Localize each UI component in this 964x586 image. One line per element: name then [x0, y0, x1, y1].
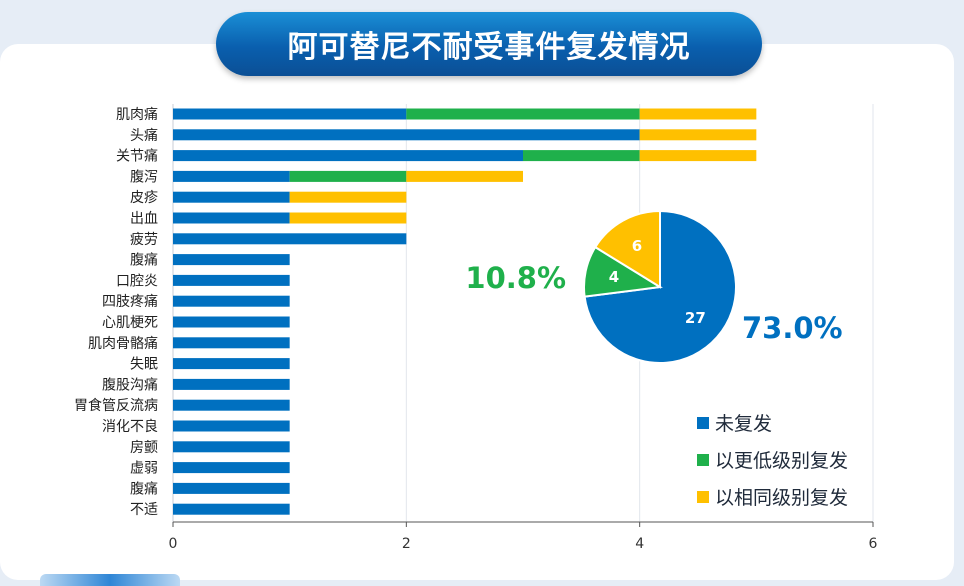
pie-slice-2	[593, 209, 661, 289]
category-label: 皮疹	[130, 190, 158, 206]
pie-percent-label-0: 73.0%	[742, 311, 843, 345]
category-label: 腹股沟痛	[102, 376, 158, 393]
legend-swatch-same-dose	[697, 490, 709, 503]
bar-segment-0	[173, 191, 290, 203]
bar-segment-0	[173, 441, 290, 453]
bar-segment-2	[639, 150, 757, 162]
category-label: 腹泻	[130, 168, 158, 185]
bar-segment-1	[406, 108, 640, 120]
category-label: 失眠	[130, 357, 158, 373]
pie-percent-label-1: 10.8%	[465, 261, 566, 295]
bar-segment-2	[289, 212, 407, 224]
bar-segment-0	[173, 482, 290, 494]
category-label: 头痛	[130, 127, 158, 144]
bar-segment-1	[523, 150, 640, 162]
bar-segment-0	[173, 316, 290, 328]
legend-swatch-no-recur	[697, 416, 709, 429]
legend-item-lower-dose: 以更低级别复发	[697, 441, 848, 478]
category-label: 胃食管反流病	[74, 397, 158, 414]
legend: 未复发 以更低级别复发 以相同级别复发	[697, 404, 848, 515]
category-label: 消化不良	[102, 419, 158, 435]
category-label: 心肌梗死	[102, 315, 158, 331]
bar-segment-2	[289, 191, 407, 203]
bar-segment-0	[173, 129, 640, 141]
category-label: 肌肉痛	[116, 106, 158, 123]
legend-label-lower-dose: 以更低级别复发	[715, 450, 849, 472]
bar-segment-0	[173, 170, 290, 182]
bar-segment-0	[173, 295, 290, 307]
bar-segment-0	[173, 212, 290, 224]
pie-slice-label-1: 4	[609, 268, 619, 286]
chart-title: 阿可替尼不耐受事件复发情况	[216, 12, 762, 76]
x-tick-label-2: 2	[402, 536, 411, 552]
bar-segment-0	[173, 254, 290, 266]
bar-segment-0	[173, 150, 523, 162]
bar-segment-0	[173, 274, 290, 286]
category-label: 疲劳	[130, 231, 158, 248]
bar-segment-0	[173, 462, 290, 474]
x-tick-label-4: 4	[635, 536, 644, 552]
x-tick-label-0: 0	[169, 536, 178, 552]
bar-segment-0	[173, 378, 290, 390]
legend-swatch-lower-dose	[697, 453, 709, 466]
category-label: 腹痛	[130, 480, 158, 497]
bar-segment-0	[173, 358, 290, 370]
bar-segment-2	[406, 170, 523, 182]
category-label: 腹痛	[130, 252, 158, 269]
bar-segment-0	[173, 108, 407, 120]
legend-label-same-dose: 以相同级别复发	[715, 487, 849, 509]
category-label: 虚弱	[130, 461, 158, 477]
category-label: 出血	[130, 211, 158, 227]
legend-label-no-recur: 未复发	[715, 413, 773, 435]
category-label: 肌肉骨骼痛	[88, 335, 158, 352]
pie-slice-label-0: 27	[685, 309, 706, 327]
category-label: 四肢疼痛	[102, 293, 158, 310]
legend-item-no-recur: 未复发	[697, 404, 848, 441]
bar-segment-2	[639, 129, 757, 141]
category-label: 不适	[130, 502, 158, 518]
bar-segment-0	[173, 233, 407, 245]
pie-slice-label-2: 6	[632, 237, 642, 255]
bar-segment-0	[173, 337, 290, 349]
bar-segment-2	[639, 108, 757, 120]
category-label: 房颤	[130, 440, 158, 456]
x-tick-label-6: 6	[869, 536, 878, 552]
legend-item-same-dose: 以相同级别复发	[697, 478, 848, 515]
category-label: 口腔炎	[116, 273, 158, 289]
bar-segment-1	[289, 170, 407, 182]
bar-segment-0	[173, 503, 290, 515]
bar-segment-0	[173, 399, 290, 411]
category-label: 关节痛	[116, 148, 158, 165]
decorative-tab	[40, 574, 180, 586]
bar-segment-0	[173, 420, 290, 432]
